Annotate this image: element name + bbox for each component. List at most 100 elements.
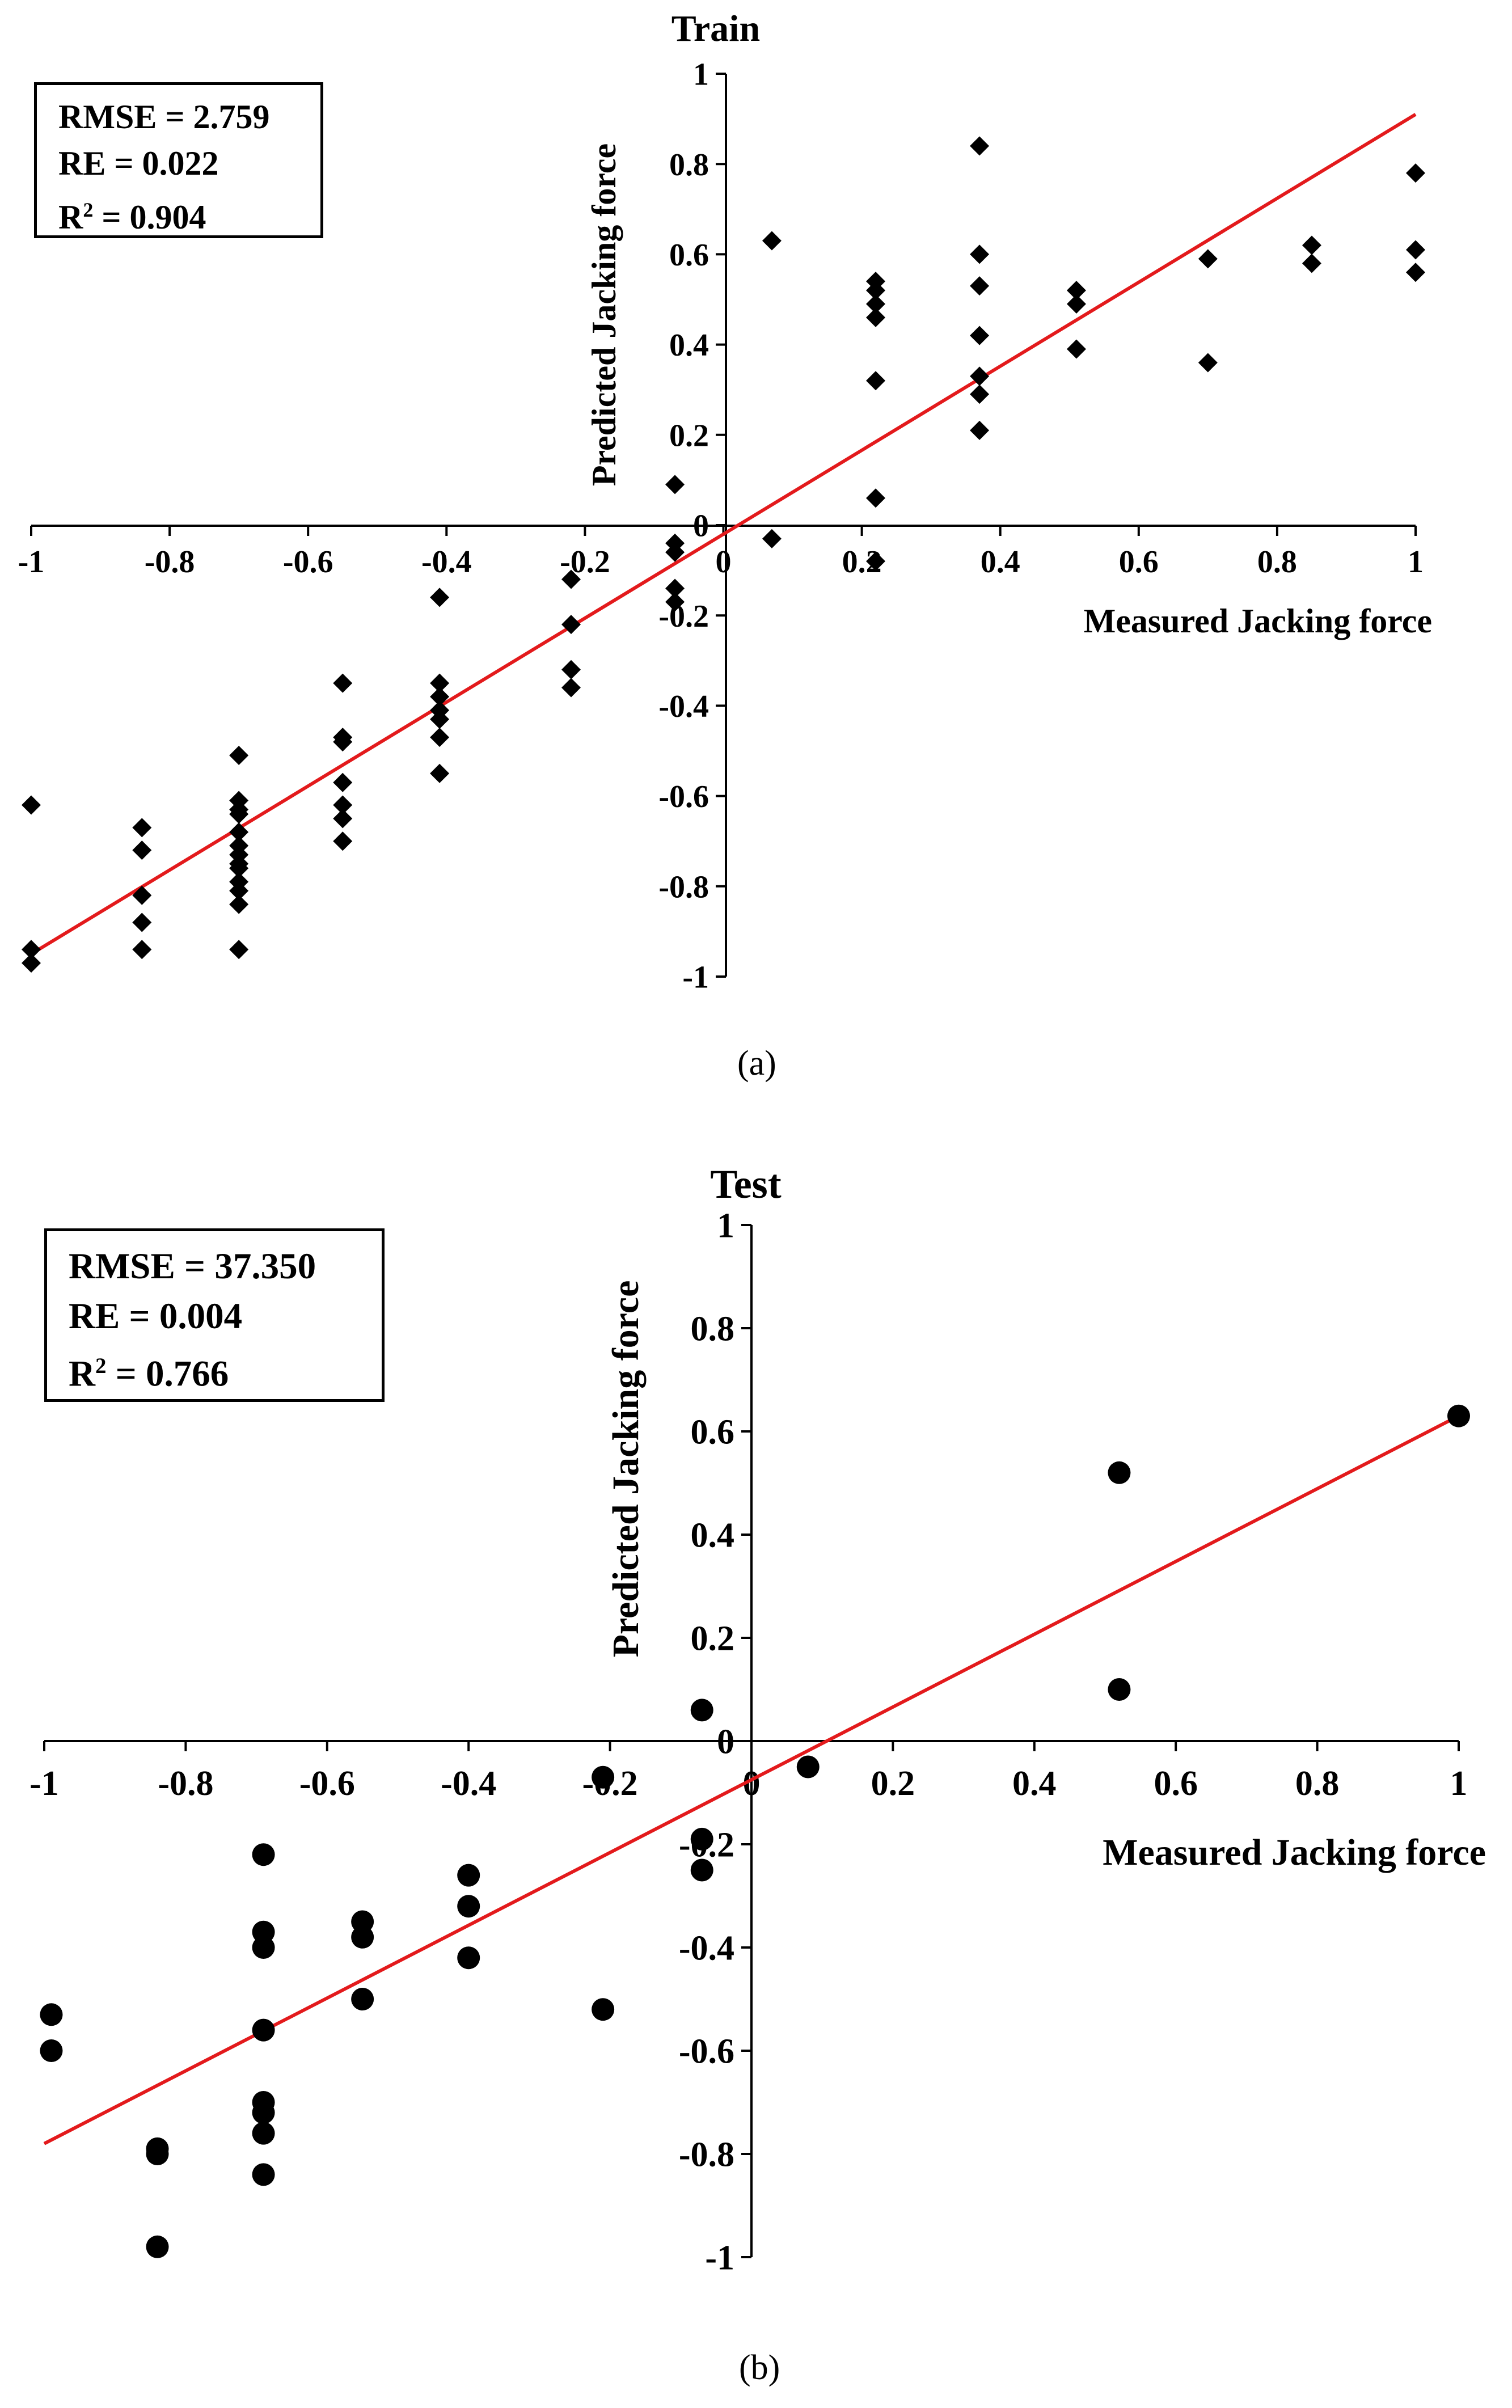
y-tick-label-train: 0.8 [669,147,709,183]
x-tick-label-train: 1 [1408,544,1424,580]
y-axis-label-test: Predicted Jacking force [605,1281,647,1658]
x-tick-label-train: -1 [18,544,45,580]
data-point-train [866,307,886,327]
data-point-test [592,1998,615,2021]
data-point-train [1198,249,1218,269]
caption-b: (b) [739,2348,780,2387]
data-point-train [22,795,41,815]
y-tick-label-train: -0.8 [658,869,709,905]
x-axis-label-train: Measured Jacking force [1084,602,1432,640]
data-point-train [430,673,450,693]
x-tick-label-train: 0 [716,544,732,580]
data-point-test [351,1988,374,2010]
stat-re-test: RE = 0.004 [69,1296,243,1337]
data-point-train [1302,254,1321,273]
data-point-test [252,2122,275,2145]
y-tick-label-train: -0.6 [658,779,709,814]
y-tick-label-train: -1 [682,960,709,995]
stat-r2-test: R2 = 0.766 [69,1353,229,1395]
data-point-train [866,294,886,314]
x-tick-label-test: 1 [1450,1764,1468,1803]
data-point-test [252,2163,275,2186]
data-point-test [592,1765,615,1789]
data-point-test [1108,1678,1131,1701]
data-point-test [1108,1461,1131,1484]
chart-panel-test: -1-0.8-0.6-0.4-0.200.20.40.60.81-1-0.8-0… [29,1161,1486,2278]
x-tick-label-test: -0.8 [158,1764,213,1803]
data-point-train [1066,281,1086,301]
data-point-train [22,953,41,973]
data-point-train [762,231,782,251]
y-tick-label-test: -1 [705,2239,734,2278]
stat-re-train: RE = 0.022 [58,145,219,182]
data-point-train [970,385,990,404]
data-point-test [146,2235,169,2258]
data-point-train [430,588,450,607]
y-tick-label-test: 0.8 [691,1310,735,1349]
y-tick-label-train: -0.4 [658,689,709,724]
data-point-test [690,1827,713,1851]
fit-line-test [43,1414,1460,2145]
chart-panel-train: -1 -0.8 -0.6 -0.4 -0.2 0 0.2 0.4 0.6 0.8 1-1-0.8-0… [18,8,1432,995]
x-tick-label-test: -0.6 [299,1764,355,1803]
x-tick-label-train: -0.4 [421,544,472,580]
y-tick-label-train: 0 [693,509,709,544]
data-point-train [132,840,152,860]
y-tick-label-test: -0.4 [679,1929,734,1968]
y-axis-label-train: Predicted Jacking force [585,143,623,486]
data-point-test [1447,1404,1470,1427]
stat-rmse-test: RMSE = 37.350 [69,1246,316,1287]
data-point-train [229,745,249,765]
data-point-train [1406,263,1425,282]
data-point-test [457,1895,480,1918]
y-tick-label-test: 0.6 [691,1413,735,1452]
x-tick-label-train: 0.4 [981,544,1020,580]
stats-box-train: RMSE = 2.759 RE = 0.022 R2 = 0.904 [34,82,323,238]
data-point-train [866,281,886,301]
data-point-test [252,1843,275,1866]
data-point-train [1406,240,1425,260]
data-point-train [561,569,581,589]
data-point-test [40,2003,63,2026]
x-tick-label-train: 0.6 [1119,544,1159,580]
data-point-train [1406,163,1425,183]
y-tick-label-test: 1 [717,1207,734,1245]
y-tick-label-train: 0.4 [669,328,709,363]
data-point-train [561,678,581,698]
data-point-test [40,2039,63,2062]
data-point-train [333,809,353,829]
y-tick-label-test: 0.4 [691,1516,735,1555]
x-tick-label-train: 0.8 [1257,544,1297,580]
chart-title-test: Test [710,1161,781,1207]
y-tick-label-test: -0.8 [679,2136,734,2174]
data-point-test [252,1936,275,1959]
data-point-train [333,673,353,693]
data-point-train [229,822,249,842]
data-point-train [970,326,990,345]
stats-box-test: RMSE = 37.350 RE = 0.004 R2 = 0.766 [44,1228,385,1402]
data-point-train [970,244,990,264]
data-point-train [333,831,353,851]
chart-title-train: Train [671,8,760,49]
data-point-train [665,542,685,562]
data-point-test [690,1699,713,1722]
data-point-train [229,894,249,914]
data-point-test [690,1858,713,1882]
x-tick-label-test: -0.4 [441,1764,496,1803]
y-tick-label-train: 1 [693,57,709,92]
data-point-train [229,804,249,824]
data-point-train [970,366,990,386]
data-point-test [457,1864,480,1887]
data-point-train [561,615,581,635]
data-point-train [665,592,685,612]
data-point-train [665,475,685,495]
data-point-train [333,795,353,815]
data-point-train [665,578,685,598]
data-point-train [430,709,450,729]
data-point-train [1302,235,1321,255]
x-axis-label-test: Measured Jacking force [1103,1832,1486,1873]
y-tick-label-test: -0.6 [679,2033,734,2071]
data-point-train [132,940,152,960]
data-point-train [866,488,886,508]
